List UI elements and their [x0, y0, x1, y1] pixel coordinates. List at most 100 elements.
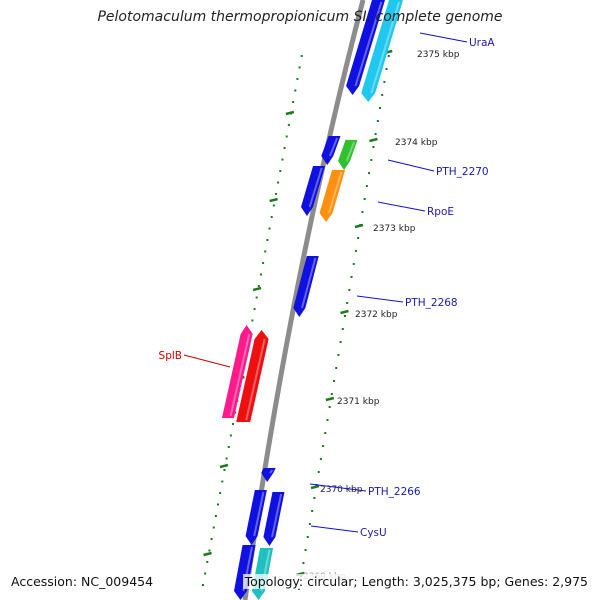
tick-dot	[296, 78, 299, 80]
tick-dot	[337, 354, 340, 356]
major-tick	[340, 309, 349, 315]
tick-dot	[328, 406, 331, 408]
gene-features	[221, 0, 403, 600]
tick-dot	[264, 250, 267, 253]
tick-dot	[368, 172, 371, 174]
tick-dot	[361, 211, 364, 213]
gene-arrow	[293, 256, 319, 317]
tick-dot	[285, 135, 288, 138]
tick-dot	[330, 393, 333, 395]
gene-arrow-shade	[328, 137, 339, 157]
tick-dot	[365, 185, 368, 187]
gene-arrow-shade	[229, 333, 251, 417]
tick-dot	[383, 81, 386, 83]
tick-dot	[385, 68, 388, 70]
gene-arrow	[319, 170, 346, 222]
map-title: Pelotomaculum thermopropionicum SI, comp…	[97, 9, 503, 25]
tick-dot	[341, 328, 344, 330]
tick-dot	[255, 296, 258, 299]
tick-dot	[357, 237, 360, 239]
tick-dot	[348, 289, 351, 291]
tick-dot	[322, 445, 325, 447]
minor-tick-dots	[201, 55, 390, 590]
label-leader-line	[310, 525, 359, 533]
tick-dot	[298, 66, 301, 69]
tick-dot	[354, 250, 357, 252]
major-tick	[325, 396, 335, 402]
label-leader-line	[387, 159, 435, 172]
tick-dot	[287, 124, 290, 126]
tick-dot	[292, 101, 295, 103]
tick-dot	[308, 523, 311, 525]
tick-label: 2373 kbp	[373, 224, 416, 234]
tick-dot	[214, 515, 217, 517]
tick-dot	[319, 458, 322, 460]
tick-dot	[232, 423, 235, 425]
tick-label: 2375 kbp	[417, 50, 460, 60]
label-leader-line	[183, 354, 231, 368]
tick-dot	[279, 170, 282, 172]
tick-dot	[317, 471, 320, 473]
major-tick	[285, 110, 295, 116]
tick-dot	[229, 434, 232, 437]
gene-label: UraA	[469, 37, 495, 49]
tick-dot	[262, 262, 265, 264]
gene-arrow-shade	[354, 1, 383, 87]
tick-dot	[326, 419, 329, 421]
tick-dot	[268, 227, 271, 230]
tick-dot	[206, 561, 209, 563]
tick-dot	[378, 107, 381, 109]
tick-dot	[212, 526, 215, 529]
major-tick	[269, 197, 278, 203]
tick-dot	[304, 549, 307, 551]
tick-dot	[370, 159, 373, 161]
tick-dot	[339, 341, 342, 343]
gene-arrow	[321, 136, 341, 165]
tick-label: 2370 kbp	[320, 485, 363, 495]
tick-dot	[259, 273, 262, 276]
tick-dot	[306, 536, 309, 538]
tick-dot	[363, 198, 366, 200]
tick-dot	[201, 584, 204, 586]
gene-label: PTH_2270	[436, 166, 489, 178]
tick-dot	[253, 308, 256, 310]
tick-dot	[302, 562, 305, 564]
tick-dot	[300, 55, 303, 57]
gene-label: SplB	[159, 350, 182, 362]
tick-dot	[298, 588, 301, 590]
tick-dot	[372, 146, 375, 148]
tick-dot	[277, 181, 280, 184]
tick-dot	[257, 285, 260, 287]
gene-arrow-shade	[253, 491, 265, 537]
tick-dot	[324, 432, 327, 434]
gene-arrow	[346, 0, 385, 95]
gene-arrow-shade	[245, 338, 266, 421]
label-leader-line	[356, 295, 404, 303]
label-leader-line	[377, 201, 426, 212]
major-tick	[203, 551, 212, 557]
gene-labels: UraA PTH_2270 RpoE PTH_2268 SplB PTH_2266 CysU	[159, 32, 495, 539]
tick-dot	[274, 193, 277, 195]
accession-text: Accession: NC_009454	[9, 574, 156, 589]
tick-label: 2371 kbp	[337, 397, 380, 407]
tick-dot	[223, 469, 226, 471]
tick-dot	[352, 263, 355, 265]
tick-dot	[219, 492, 222, 494]
major-tick	[252, 286, 262, 292]
topology-text: Topology: circular; Length: 3,025,375 bp…	[242, 574, 590, 589]
gene-arrow	[361, 0, 403, 102]
gene-arrow-shade	[327, 171, 343, 214]
gene-arrow-shade	[269, 469, 274, 474]
tick-dot	[221, 480, 224, 483]
tick-dot	[266, 239, 269, 241]
tick-dot	[350, 276, 353, 278]
gene-arrow-shade	[271, 493, 283, 538]
gene-arrow	[245, 490, 267, 545]
major-tick	[219, 463, 229, 469]
gene-arrow-shade	[308, 167, 323, 208]
tick-dot	[225, 457, 228, 460]
tick-dot	[270, 216, 273, 218]
tick-dot	[210, 538, 213, 540]
major-tick	[369, 137, 378, 143]
